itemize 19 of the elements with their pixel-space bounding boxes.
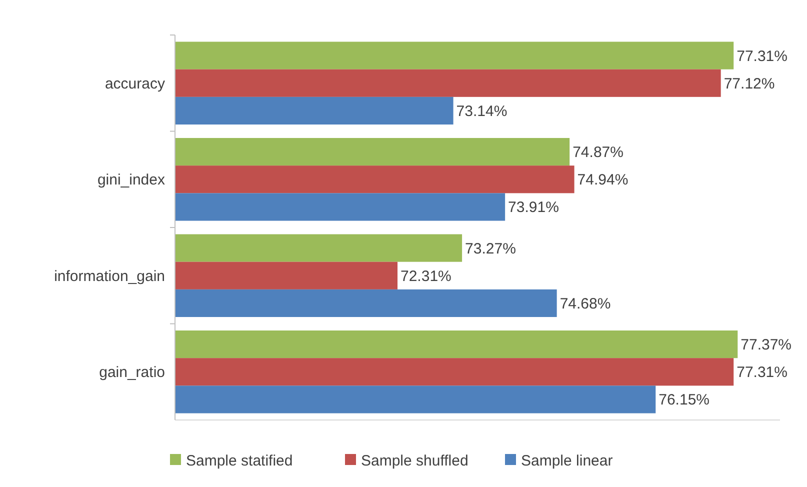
data-label: 74.68% bbox=[560, 295, 611, 312]
data-label: 76.15% bbox=[658, 392, 710, 409]
data-label: 73.91% bbox=[508, 199, 559, 216]
data-label: 74.94% bbox=[577, 172, 628, 189]
data-label: 77.37% bbox=[740, 336, 792, 354]
legend-label: Sample shuffled bbox=[361, 452, 468, 470]
data-label: 72.31% bbox=[400, 268, 452, 285]
data-label: 77.31% bbox=[736, 364, 788, 382]
y-tick-label: accuracy bbox=[104, 75, 166, 92]
data-label: 77.31% bbox=[736, 48, 788, 65]
y-tick-label: gini_index bbox=[97, 172, 166, 189]
y-tick-label: gain_ratio bbox=[99, 364, 165, 382]
data-label: 74.87% bbox=[572, 144, 624, 162]
legend-label: Sample linear bbox=[521, 452, 613, 470]
y-tick-label: information_gain bbox=[54, 268, 165, 285]
data-label: 77.12% bbox=[724, 75, 775, 92]
data-label: 73.14% bbox=[456, 102, 508, 120]
legend-label: Sample statified bbox=[186, 452, 293, 470]
data-label: 73.27% bbox=[465, 240, 516, 258]
